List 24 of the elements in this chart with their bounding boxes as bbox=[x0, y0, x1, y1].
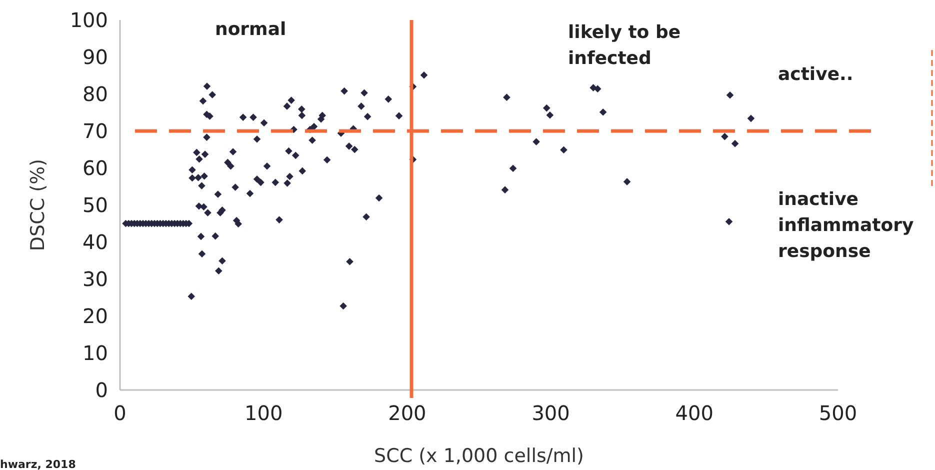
y-tick-label: 80 bbox=[82, 82, 108, 106]
y-tick-label: 90 bbox=[82, 45, 108, 69]
y-axis-title: DSCC (%) bbox=[27, 158, 49, 252]
text: hwarz, 2018 bbox=[0, 458, 76, 470]
x-tick-label: 200 bbox=[388, 401, 426, 425]
annotation: inactive inflammatory response bbox=[778, 189, 914, 262]
y-tick-label: 30 bbox=[82, 267, 108, 291]
x-tick-label: 400 bbox=[675, 401, 714, 425]
x-tick-label: 0 bbox=[114, 401, 126, 425]
annotation: normal bbox=[215, 19, 286, 40]
y-tick-label: 40 bbox=[82, 230, 108, 254]
y-tick-label: 20 bbox=[82, 304, 108, 328]
x-tick-label: 300 bbox=[532, 401, 570, 425]
y-tick-label: 0 bbox=[95, 378, 108, 402]
annotation: likely to be infected bbox=[568, 22, 681, 69]
x-tick-label: 100 bbox=[244, 401, 283, 425]
y-tick-label: 10 bbox=[82, 341, 108, 365]
x-tick-label: 500 bbox=[818, 401, 858, 425]
y-tick-label: 50 bbox=[82, 193, 108, 217]
y-tick-label: 70 bbox=[82, 119, 108, 143]
x-axis-title: SCC (x 1,000 cells/ml) bbox=[374, 445, 584, 467]
y-tick-label: 60 bbox=[82, 156, 108, 180]
annotation: active.. bbox=[778, 64, 854, 85]
y-tick-label: 100 bbox=[70, 8, 108, 32]
